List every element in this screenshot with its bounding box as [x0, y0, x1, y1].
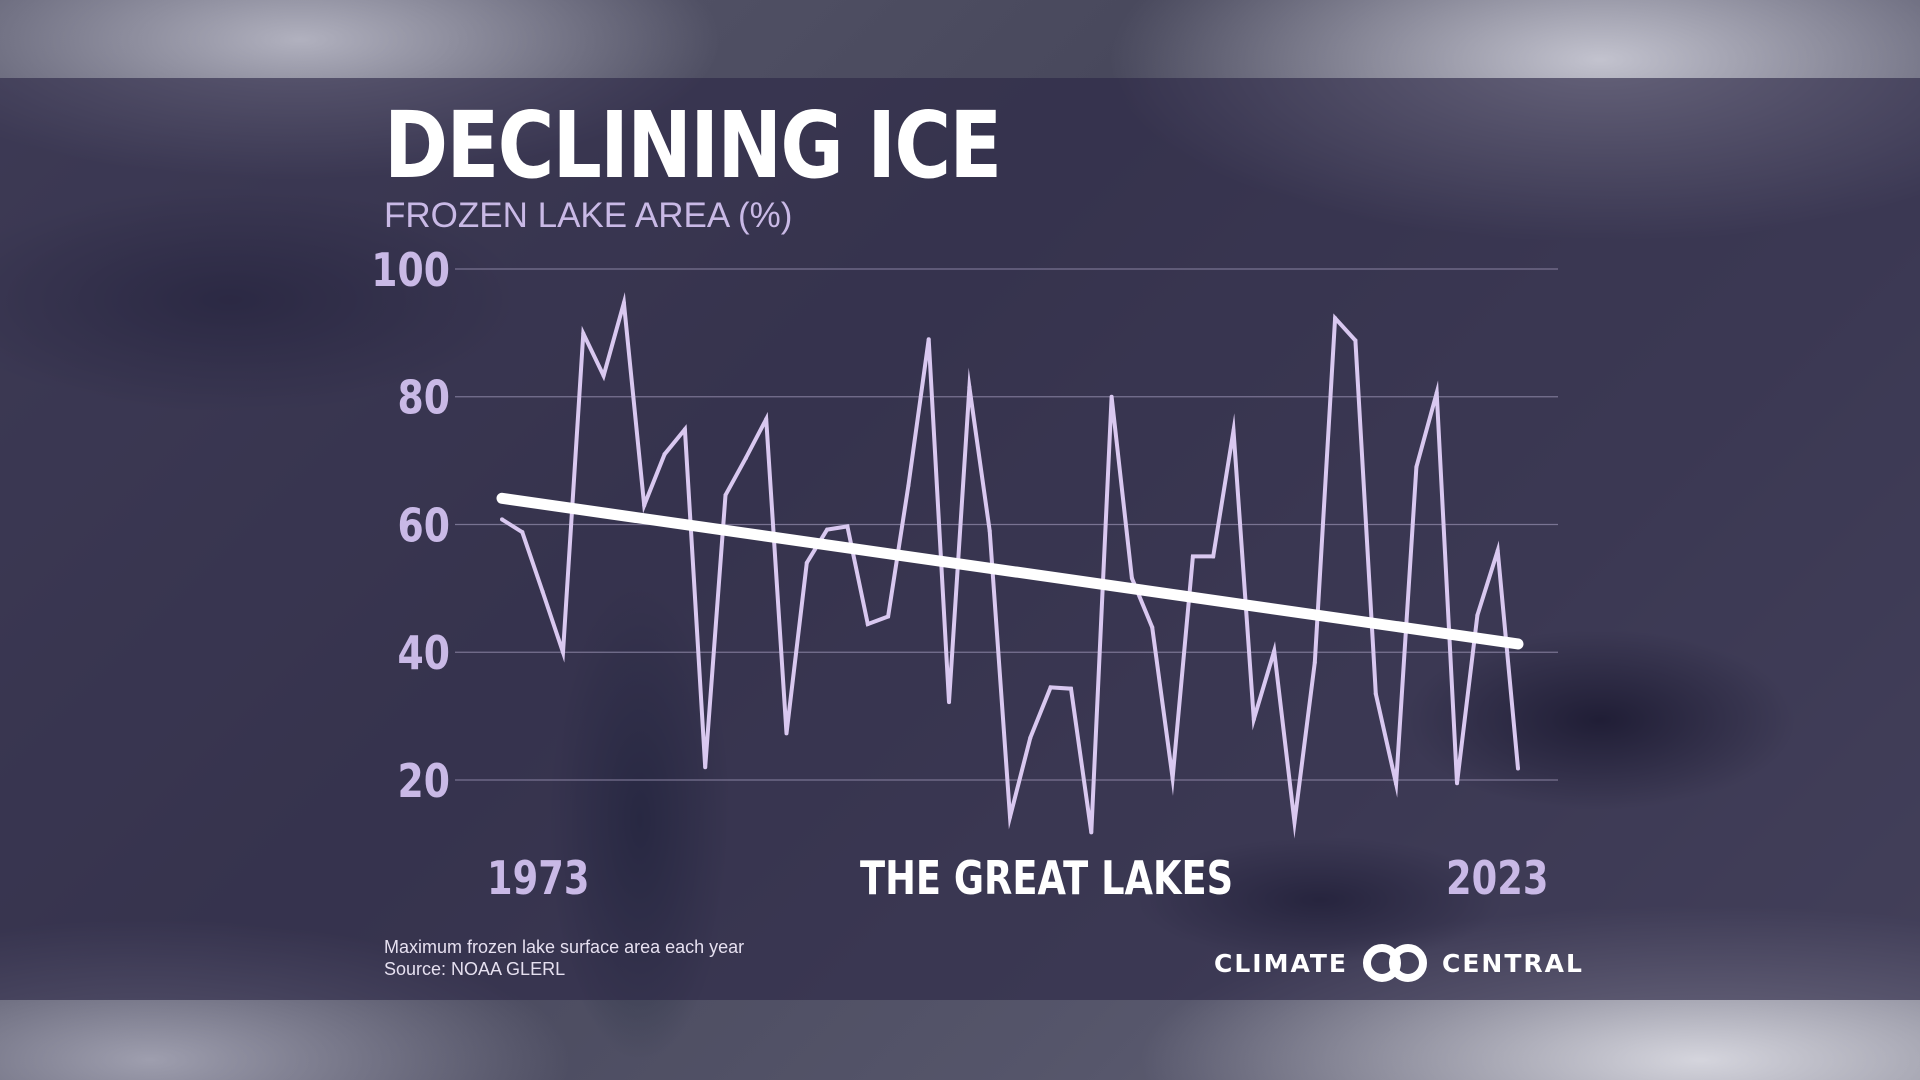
series-layer: [500, 292, 1520, 839]
data-point-1980: [642, 503, 647, 508]
data-point-2016: [1373, 691, 1378, 696]
x-axis-end-label: 2023: [1446, 851, 1549, 905]
data-point-1973: [500, 517, 504, 522]
data-point-2012: [1292, 820, 1297, 825]
data-point-2000: [1048, 685, 1053, 690]
y-tick-label-100: 100: [371, 243, 450, 297]
data-point-1975: [540, 589, 545, 594]
y-tick-label-80: 80: [398, 371, 450, 425]
y-tick-labels: 20 40 60 80 100: [371, 243, 450, 808]
data-point-1977: [581, 331, 586, 336]
data-point-1986: [764, 417, 769, 422]
data-point-2009: [1231, 428, 1236, 433]
trend-line: [496, 492, 1524, 650]
data-point-2010: [1251, 717, 1256, 722]
data-point-2019: [1434, 390, 1439, 395]
data-point-1994: [926, 337, 931, 342]
y-tick-label-40: 40: [398, 627, 450, 681]
data-point-2023: [1516, 766, 1520, 771]
data-point-1984: [723, 493, 728, 498]
chart-subtitle: FROZEN LAKE AREA (%): [384, 196, 793, 235]
data-point-1988: [804, 560, 809, 565]
source-note: Source: NOAA GLERL: [384, 959, 566, 979]
interlocking-rings-icon: [1363, 944, 1427, 982]
data-point-2005: [1150, 625, 1155, 630]
region-label: THE GREAT LAKES: [860, 851, 1234, 905]
data-point-1995: [947, 700, 952, 705]
data-point-1983: [703, 765, 708, 770]
y-tick-label-20: 20: [398, 754, 450, 808]
x-axis-start-label: 1973: [487, 851, 590, 905]
data-point-2018: [1414, 465, 1419, 470]
data-point-2017: [1394, 781, 1399, 786]
data-point-2011: [1272, 648, 1277, 653]
data-point-2015: [1353, 338, 1358, 343]
data-point-2021: [1475, 613, 1480, 618]
data-point-2006: [1170, 776, 1175, 781]
data-point-2013: [1312, 660, 1317, 665]
data-point-1976: [560, 650, 565, 655]
data-point-1987: [784, 731, 789, 736]
data-point-2020: [1455, 781, 1460, 786]
data-point-2022: [1495, 548, 1500, 553]
data-point-1991: [865, 622, 870, 627]
logo-word-climate: CLIMATE: [1214, 948, 1348, 978]
data-point-2001: [1068, 686, 1073, 691]
chart-title: DECLINING ICE: [384, 92, 1002, 199]
data-point-1978: [601, 373, 606, 378]
trend-layer: [496, 492, 1524, 650]
data-point-1992: [886, 614, 891, 619]
climate-central-logo: CLIMATE CENTRAL: [1214, 940, 1584, 986]
data-point-1974: [520, 530, 525, 535]
data-point-1982: [682, 427, 687, 432]
data-point-1999: [1028, 735, 1033, 740]
data-point-2004: [1129, 576, 1134, 581]
y-tick-label-60: 60: [398, 499, 450, 553]
logo-word-central: CENTRAL: [1442, 948, 1584, 978]
data-point-2008: [1211, 554, 1216, 559]
footnote: Maximum frozen lake surface area each ye…: [384, 937, 745, 957]
data-point-1985: [743, 456, 748, 461]
data-point-1990: [845, 524, 850, 529]
data-point-2014: [1333, 316, 1338, 321]
data-point-1996: [967, 385, 972, 390]
data-point-2002: [1089, 830, 1094, 835]
data-point-1979: [621, 300, 626, 305]
data-point-1993: [906, 483, 911, 488]
data-point-2007: [1190, 554, 1195, 559]
data-point-1989: [825, 527, 830, 532]
gridlines: [455, 268, 1558, 781]
data-point-2003: [1109, 394, 1114, 399]
data-point-1997: [987, 528, 992, 533]
data-point-1981: [662, 452, 667, 457]
data-point-1998: [1008, 815, 1012, 820]
